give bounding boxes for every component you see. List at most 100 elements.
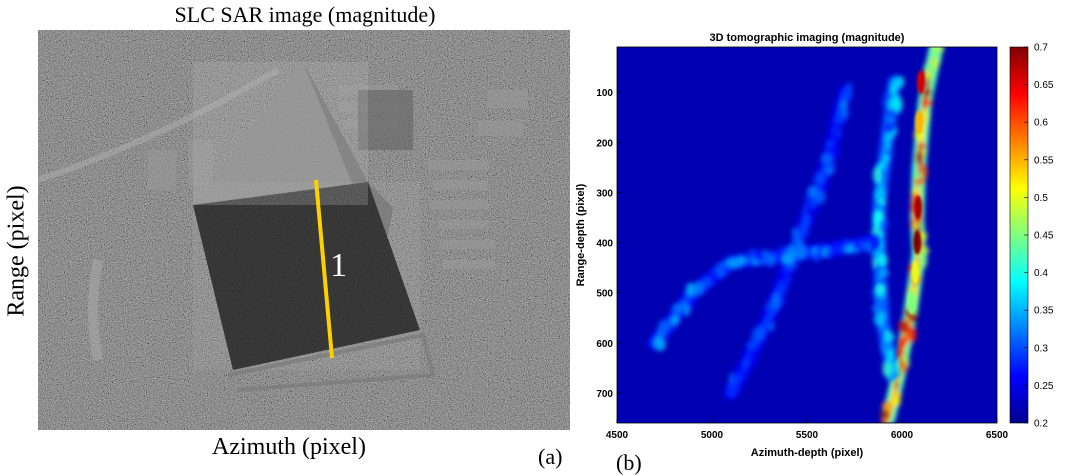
colorbar-ticks: 0.2 0.25 0.3 0.35 0.4 0.45 0.5 0.55 0.6 0.65 0.7 [1024,43,1054,430]
heat-blob [885,140,890,150]
heat-blob [879,410,891,420]
panel-a-label: (a) [538,444,563,469]
tomo-heat-layer [648,47,944,423]
heat-blob [898,368,904,378]
heat-blob [825,250,832,258]
heat-blob [885,108,898,120]
heat-blob [894,380,900,390]
heat-blob [889,332,895,341]
tomo-y-axis-label: Range-depth (pixel) [575,183,587,286]
colorbar-tick-label: 0.4 [1034,268,1048,279]
heat-blob [921,88,932,97]
heat-blob [890,84,897,94]
x-tick-label: 6000 [891,430,914,441]
sar-image: 1 [38,30,570,430]
colorbar-tick-label: 0.65 [1034,80,1054,91]
heat-blob [872,166,882,184]
heat-blob [761,249,769,257]
heat-blob [875,284,886,296]
heat-blob [736,362,744,373]
heat-blob [739,371,748,380]
heat-blob [918,251,928,269]
heat-blob [888,132,894,140]
heat-blob [776,267,785,283]
heat-blob [802,218,810,228]
heat-blob [753,250,764,261]
heat-blob [692,282,701,294]
heat-blob [881,416,889,423]
heat-blob [813,197,825,204]
heat-blob [915,149,924,167]
heat-peak [917,70,925,95]
heat-blob [771,292,781,311]
x-tick-label: 5500 [796,430,819,441]
heat-blob [909,312,918,324]
heat-blob [765,256,776,267]
colorbar-tick-label: 0.6 [1034,118,1048,129]
road [38,67,280,183]
colorbar-tick-label: 0.3 [1034,343,1048,354]
heat-blob [887,98,899,109]
heat-peak [914,195,923,220]
y-tick-label: 700 [596,389,613,400]
profile-line-1 [314,179,334,359]
heat-feature-1 [870,75,905,382]
tomo-title: 3D tomographic imaging (magnitude) [710,32,905,44]
heat-blob [872,257,877,269]
heat-blob [885,153,890,162]
heat-blob [878,278,886,285]
heat-blob [745,352,751,361]
heat-blob [657,320,668,338]
heat-blob [768,322,775,332]
panel-a: SLC SAR image (magnitude) Range (pixel) [4,2,570,469]
small-pyramid [358,90,413,150]
y-tick-label: 200 [596,138,613,149]
y-tick-label: 600 [596,339,613,350]
heat-blob [879,219,890,229]
heat-blob [922,111,929,122]
heat-blob [804,226,809,239]
heat-blob [814,172,825,186]
x-tick-label: 6500 [986,430,1009,441]
heat-blob [916,143,927,150]
heat-blob [886,349,894,362]
heat-blob [852,240,862,251]
heat-blob [806,207,815,217]
heat-blob [829,131,837,143]
heat-blob [787,245,796,262]
heat-blob [831,240,843,253]
colorbar-tick-label: 0.2 [1034,419,1048,430]
sar-title: SLC SAR image (magnitude) [174,2,436,27]
heat-blob [672,303,682,312]
panel-b-label: (b) [616,450,642,475]
colorbar-tick-label: 0.45 [1034,231,1054,242]
heat-blob [685,282,695,296]
heat-blob [701,280,710,287]
heat-blob [840,113,848,121]
heat-blob [807,186,818,198]
heat-blob [877,253,888,267]
colorbar-tick-label: 0.35 [1034,306,1054,317]
heat-blob [864,241,871,253]
heat-blob [820,182,829,191]
tomo-chart: 3D tomographic imaging (magnitude) 4500 5… [575,32,1054,459]
heat-blob [817,241,824,259]
heat-blob [895,75,905,89]
x-tick-label: 4500 [606,430,629,441]
heat-blob [885,122,896,134]
heat-blob [914,128,925,141]
y-tick-label: 300 [596,188,613,199]
heat-blob [839,237,845,249]
heat-blob [913,178,925,186]
heat-blob [802,204,808,216]
heat-blob [846,81,853,100]
heat-blob [747,339,756,351]
panel-b: 3D tomographic imaging (magnitude) 4500 5… [570,0,1068,475]
y-tick-label: 500 [596,289,613,300]
heat-peaks [907,70,925,315]
heat-blob [878,269,890,276]
heat-blob [924,99,933,107]
heat-blob [907,326,917,343]
heat-blob [881,401,893,413]
heat-blob [779,281,788,296]
